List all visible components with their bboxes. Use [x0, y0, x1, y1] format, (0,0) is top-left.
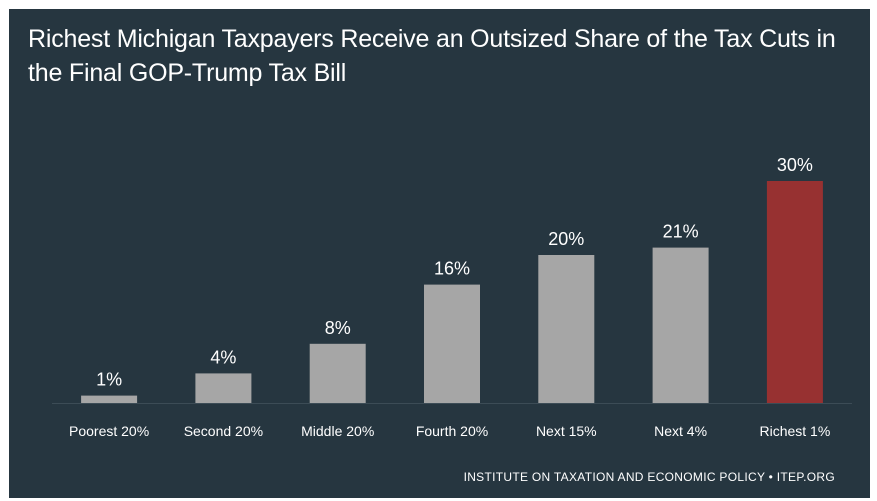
- data-label-5: 21%: [663, 222, 699, 242]
- x-tick-label-6: Richest 1%: [759, 423, 830, 439]
- x-tick-label-4: Next 15%: [536, 423, 597, 439]
- data-labels-group: 1% 4% 8% 16% 20% 21% 30%: [96, 155, 813, 390]
- bar-2: [309, 343, 366, 403]
- bar-6: [766, 181, 823, 403]
- data-label-3: 16%: [434, 259, 470, 279]
- x-tick-label-0: Poorest 20%: [69, 423, 149, 439]
- chart-panel: [9, 9, 870, 498]
- bar-4: [538, 255, 595, 403]
- bars-group: [81, 181, 823, 403]
- x-tick-label-1: Second 20%: [184, 423, 263, 439]
- bar-1: [195, 373, 252, 403]
- source-credit: INSTITUTE ON TAXATION AND ECONOMIC POLIC…: [463, 470, 835, 484]
- bar-3: [424, 284, 480, 403]
- data-label-0: 1%: [96, 370, 122, 390]
- bar-5: [652, 247, 709, 403]
- data-label-1: 4%: [210, 347, 236, 367]
- x-tick-label-3: Fourth 20%: [416, 423, 488, 439]
- x-tick-label-2: Middle 20%: [301, 423, 374, 439]
- x-tick-label-5: Next 4%: [654, 423, 707, 439]
- data-label-4: 20%: [548, 229, 584, 249]
- data-label-6: 30%: [777, 155, 813, 175]
- chart-title: Richest Michigan Taxpayers Receive an Ou…: [28, 25, 836, 87]
- bar-0: [81, 395, 138, 403]
- x-tick-labels-group: Poorest 20% Second 20% Middle 20% Fourth 20…: [69, 423, 830, 439]
- data-label-2: 8%: [325, 318, 351, 338]
